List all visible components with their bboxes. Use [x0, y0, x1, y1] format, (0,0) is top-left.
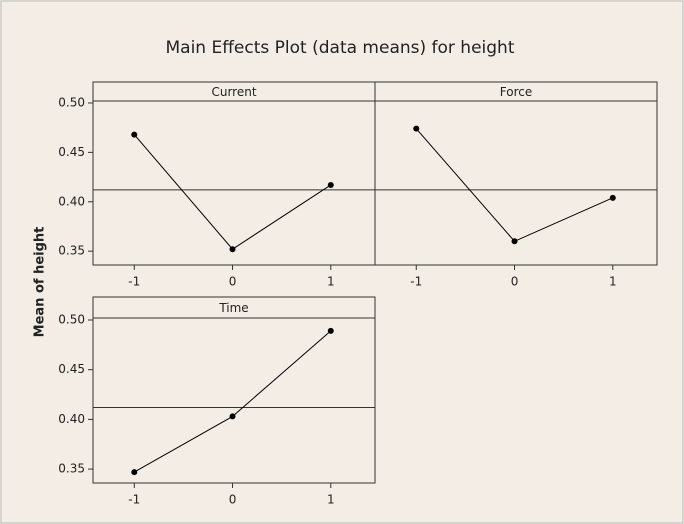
y-axis-label: Mean of height [33, 227, 48, 338]
y-tick-label: 0.50 [58, 95, 85, 109]
y-tick-label: 0.35 [58, 462, 85, 476]
point [327, 181, 334, 188]
x-tick-label: 1 [327, 493, 335, 507]
point [413, 125, 420, 132]
x-tick-label: 1 [327, 275, 335, 289]
y-tick-label: 0.35 [58, 244, 85, 258]
y-tick-label: 0.45 [58, 145, 85, 159]
panel-frame [92, 317, 376, 484]
x-tick-label: 0 [229, 275, 237, 289]
x-tick-label: 0 [229, 493, 237, 507]
y-tick-label: 0.40 [58, 412, 85, 426]
x-tick-label: -1 [410, 275, 422, 289]
point [609, 194, 616, 201]
y-tick-label: 0.40 [58, 194, 85, 208]
point [511, 238, 518, 245]
x-tick-label: 1 [609, 275, 617, 289]
point [327, 327, 334, 334]
panel-frame [374, 100, 658, 266]
panel-title: Force [500, 85, 532, 99]
panel-title: Time [218, 301, 248, 315]
y-tick-label: 0.50 [58, 312, 85, 326]
point [229, 246, 236, 253]
panel-title: Current [211, 85, 256, 99]
point [131, 469, 138, 476]
point [229, 413, 236, 420]
chart-title: Main Effects Plot (data means) for heigh… [165, 38, 514, 58]
x-tick-label: -1 [128, 275, 140, 289]
y-tick-label: 0.45 [58, 362, 85, 376]
x-tick-label: 0 [511, 275, 519, 289]
x-tick-label: -1 [128, 493, 140, 507]
point [131, 131, 138, 138]
